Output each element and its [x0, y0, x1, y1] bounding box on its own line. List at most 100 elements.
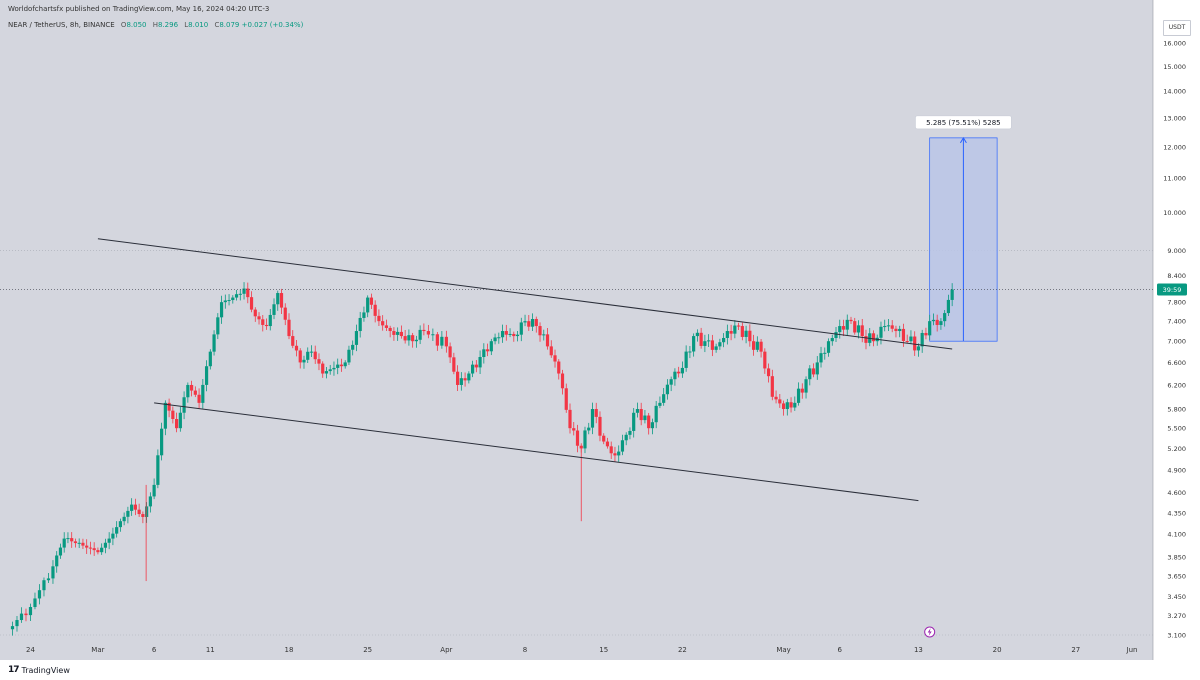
candle-body [264, 324, 269, 327]
candle-body [388, 327, 392, 332]
candle-body [669, 379, 673, 385]
candle-body [542, 334, 546, 336]
candle-body [440, 336, 444, 346]
candle-body [276, 293, 280, 305]
candle-body [886, 325, 891, 327]
candle-body [77, 542, 81, 544]
candle-body [583, 430, 587, 449]
candle-body [523, 321, 527, 323]
candle-body [268, 314, 272, 327]
candle-body [219, 302, 224, 318]
candle-body [856, 325, 861, 333]
y-tick-label: 5.500 [1167, 425, 1186, 433]
symbol-info: NEAR / TetherUS, 8h, BINANCE O8.050 H8.2… [8, 21, 303, 29]
low-value: 8.010 [188, 21, 209, 29]
candle-body [381, 321, 385, 326]
candle-body [692, 336, 696, 352]
candle-body [234, 294, 239, 298]
candle-body [560, 373, 565, 389]
candle-body [373, 304, 377, 316]
candle-body [695, 332, 699, 337]
candle-body [85, 545, 89, 548]
candle-body [553, 355, 557, 362]
candle-body [167, 402, 171, 411]
x-tick-label: 11 [206, 646, 215, 654]
candle-body [332, 367, 336, 370]
tradingview-logo-text: TradingView [21, 665, 70, 675]
y-tick-label: 3.270 [1167, 612, 1186, 620]
candle-body [688, 351, 692, 353]
candle-body [294, 345, 299, 351]
y-tick-label: 14.000 [1163, 88, 1186, 96]
candle-body [279, 293, 284, 308]
y-tick-label: 11.000 [1163, 175, 1186, 183]
candle-body [751, 341, 756, 350]
candle-body [478, 356, 482, 368]
candle-body [246, 288, 250, 298]
candle-body [411, 335, 415, 342]
candle-body [740, 326, 744, 337]
candle-body [354, 331, 359, 345]
candle-body [549, 346, 553, 356]
candle-body [343, 362, 347, 367]
candle-body [493, 337, 497, 342]
candle-body [519, 322, 523, 335]
candle-body [321, 363, 325, 374]
candle-body [647, 415, 651, 429]
close-value: 8.079 [219, 21, 240, 29]
candle-body [92, 548, 96, 551]
candle-body [950, 289, 954, 300]
candle-body [755, 341, 759, 350]
candle-body [19, 613, 24, 621]
candle-body [725, 331, 729, 338]
candle-body [399, 331, 403, 337]
candle-body [770, 376, 774, 397]
candle-body [366, 297, 370, 313]
candle-body [808, 368, 812, 380]
candle-body [456, 371, 460, 385]
tradingview-logo[interactable]: 17 TradingView [8, 665, 70, 675]
candle-body [609, 446, 613, 454]
open-label: O [120, 21, 127, 29]
candle-body [118, 521, 122, 528]
y-tick-label: 4.100 [1167, 531, 1186, 539]
candle-body [793, 402, 797, 408]
candle-body [909, 336, 913, 342]
trend-line [97, 238, 953, 350]
currency-selector[interactable]: USDT [1163, 20, 1191, 36]
candle-body [152, 484, 156, 497]
candle-body [403, 336, 407, 341]
candle-body [81, 542, 85, 546]
candle-body [253, 309, 257, 317]
candle-body [864, 336, 868, 343]
candle-body [673, 371, 677, 380]
candle-body [377, 315, 381, 322]
candle-body [309, 351, 314, 353]
candle-body [890, 325, 894, 329]
candle-body [928, 321, 932, 336]
candle-body [729, 331, 733, 334]
candle-body [632, 412, 636, 431]
candle-body [313, 351, 317, 360]
candle-body [73, 541, 78, 544]
lightning-icon [927, 628, 932, 636]
candle-body [512, 333, 516, 337]
projection-label-box [915, 115, 1012, 130]
candle-body [658, 402, 662, 406]
candle-body [193, 390, 197, 395]
candle-body [766, 368, 771, 377]
candle-body [448, 346, 452, 358]
y-tick-label: 10.000 [1163, 209, 1186, 217]
candle-body [830, 338, 834, 342]
candle-body [287, 319, 291, 337]
candle-body [901, 328, 906, 342]
candle-body [339, 364, 344, 367]
y-tick-label: 7.800 [1167, 299, 1186, 307]
candle-body [171, 410, 175, 419]
candle-body [624, 434, 628, 441]
y-tick-label: 5.200 [1167, 445, 1186, 453]
candle-body [841, 326, 846, 330]
candle-body [242, 288, 246, 294]
